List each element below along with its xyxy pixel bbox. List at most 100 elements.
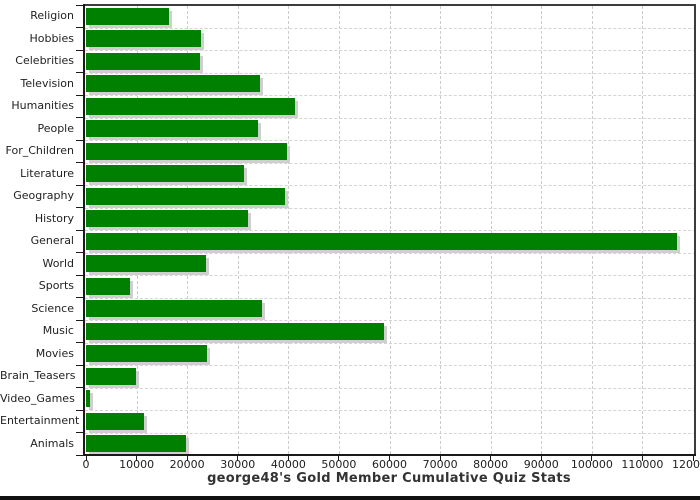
bar-movies [86, 345, 207, 362]
horizontal-gridline [85, 252, 696, 254]
horizontal-gridline [85, 230, 696, 231]
category-label-movies: Movies [35, 346, 74, 360]
x-axis-tick [389, 456, 390, 461]
x-tick-label: 80000 [473, 458, 509, 471]
category-label-television: Television [20, 76, 75, 90]
x-axis-tick [439, 456, 441, 461]
y-axis-tick [76, 454, 83, 456]
y-axis-tick [76, 162, 83, 163]
y-axis-tick [76, 319, 83, 321]
category-label-literature: Literature [20, 166, 74, 180]
horizontal-gridline [85, 50, 696, 51]
horizontal-gridline [85, 117, 696, 119]
category-label-for_children: For_Children [5, 144, 74, 158]
category-label-general: General [30, 234, 74, 248]
horizontal-gridline [85, 275, 696, 276]
category-label-religion: Religion [30, 9, 74, 23]
x-tick-label: 60000 [372, 458, 407, 471]
category-label-people: People [37, 121, 74, 135]
x-tick-label: 100000 [570, 458, 613, 471]
plot-border-top [83, 4, 696, 6]
bar-humanities [86, 97, 295, 115]
y-axis-tick [76, 4, 83, 6]
category-label-geography: Geography [13, 189, 74, 203]
y-axis-line [83, 4, 85, 456]
category-label-brain_teasers: Brain_Teasers [0, 369, 76, 383]
horizontal-gridline [85, 72, 696, 74]
category-label-entertainment: Entertainment [0, 414, 80, 428]
y-axis-tick [76, 117, 83, 118]
bar-geography [86, 187, 285, 205]
horizontal-gridline [85, 432, 696, 434]
horizontal-gridline [85, 387, 696, 389]
horizontal-gridline [85, 140, 696, 141]
bar-literature [86, 165, 244, 182]
horizontal-gridline [85, 162, 696, 164]
bar-world [86, 255, 206, 272]
bar-sports [86, 277, 130, 295]
x-axis-tick [641, 456, 643, 461]
bar-people [86, 120, 258, 137]
x-tick-label: 120000 [672, 458, 700, 471]
y-axis-tick [76, 274, 83, 276]
bar-animals [86, 435, 186, 452]
x-tick-label: 30000 [220, 458, 256, 471]
x-axis-tick [338, 456, 340, 461]
y-axis-tick [76, 297, 83, 298]
x-axis-tick [85, 456, 87, 461]
x-axis-tick [237, 456, 239, 461]
x-tick-label: 110000 [621, 458, 664, 471]
y-axis-tick [76, 409, 83, 411]
category-label-world: World [42, 256, 74, 270]
horizontal-gridline [85, 95, 696, 96]
category-label-humanities: Humanities [11, 99, 74, 113]
x-axis-tick [591, 456, 593, 461]
horizontal-gridline [85, 297, 696, 299]
bottom-border [0, 496, 700, 500]
horizontal-gridline [85, 342, 696, 344]
category-label-hobbies: Hobbies [29, 31, 74, 45]
y-axis-tick [76, 72, 83, 73]
category-label-celebrities: Celebrities [15, 54, 74, 68]
plot-border-right [694, 4, 696, 456]
x-tick-label: 70000 [422, 458, 458, 471]
bar-general [86, 232, 677, 250]
bar-video_games [86, 390, 90, 407]
x-tick-label: 20000 [169, 458, 205, 471]
horizontal-gridline [85, 410, 696, 411]
bar-for_children [86, 142, 287, 160]
x-axis-tick [186, 456, 188, 461]
horizontal-gridline [85, 185, 696, 186]
y-axis-tick [76, 342, 83, 343]
x-tick-label: 10000 [119, 458, 155, 471]
category-label-science: Science [31, 301, 74, 315]
bar-history [86, 210, 248, 227]
x-axis-tick [136, 456, 138, 461]
bar-religion [86, 7, 169, 25]
x-tick-label: 90000 [523, 458, 559, 471]
x-tick-label: 50000 [321, 458, 357, 471]
horizontal-gridline [85, 320, 696, 321]
x-axis-tick [692, 456, 694, 461]
x-tick-label: 40000 [270, 458, 306, 471]
x-axis-line [83, 454, 696, 456]
bar-celebrities [86, 52, 200, 70]
y-axis-tick [76, 184, 83, 186]
x-axis-tick [287, 456, 289, 461]
horizontal-gridline [85, 27, 696, 29]
y-axis-tick [76, 387, 83, 388]
x-tick-label: 0 [82, 458, 90, 471]
y-axis-tick [76, 364, 83, 366]
horizontal-gridline [85, 207, 696, 209]
bar-brain_teasers [86, 367, 136, 385]
y-axis-tick [76, 27, 83, 28]
category-label-sports: Sports [38, 279, 74, 293]
category-label-animals: Animals [30, 436, 74, 450]
category-label-video_games: Video_Games [0, 391, 75, 405]
y-axis-tick [76, 207, 83, 208]
category-label-music: Music [42, 324, 74, 338]
y-axis-tick [76, 139, 83, 141]
y-axis-tick [76, 94, 83, 96]
